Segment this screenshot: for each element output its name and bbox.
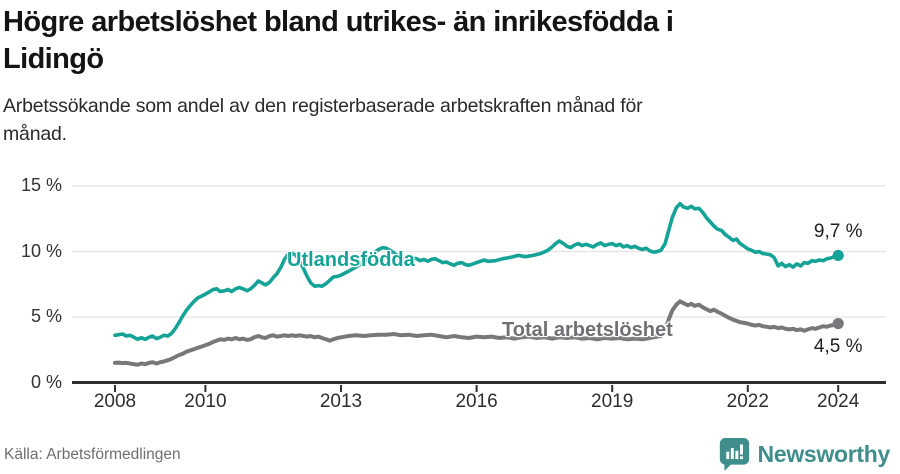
page-title: Högre arbetslöshet bland utrikes- än inr… <box>3 4 893 78</box>
page-subtitle: Arbetssökande som andel av den registerb… <box>3 92 883 148</box>
series-label-total-arbetsloshet: Total arbetslöshet <box>502 319 673 341</box>
newsworthy-chart-bubble-icon <box>718 437 751 472</box>
source-note: Källa: Arbetsförmedlingen <box>4 446 181 463</box>
series-line-1 <box>113 299 841 367</box>
page-title-line2: Lidingö <box>3 43 104 75</box>
series-label-utlandsfodda: Utlandsfödda <box>287 249 415 271</box>
page-subtitle-line1: Arbetssökande som andel av den registerb… <box>3 95 643 117</box>
brand-name: Newsworthy <box>757 441 891 467</box>
page-subtitle-line2: månad. <box>3 123 67 145</box>
brand-logo: Newsworthy <box>718 437 890 472</box>
series-line-0 <box>113 201 841 342</box>
series-end-dot-0 <box>832 249 844 262</box>
page-title-line1: Högre arbetslöshet bland utrikes- än inr… <box>3 6 674 38</box>
series-end-dot-1 <box>832 317 844 330</box>
